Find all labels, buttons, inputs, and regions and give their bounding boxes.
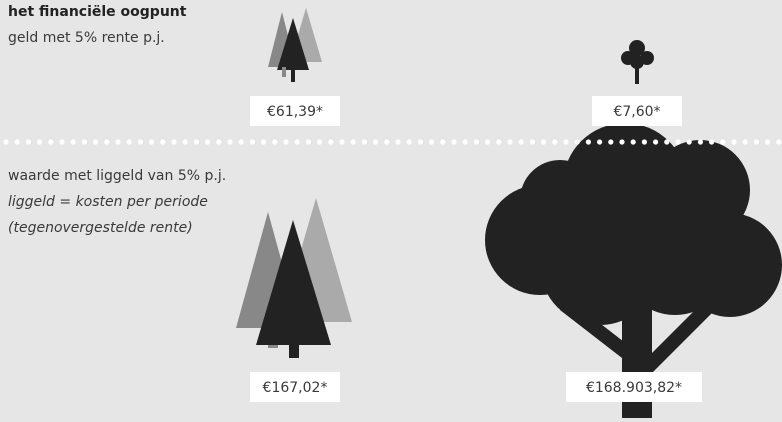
dot bbox=[731, 139, 736, 144]
page: het financiële oogpunt geld met 5% rente… bbox=[0, 0, 782, 418]
dot bbox=[15, 139, 20, 144]
dot bbox=[485, 139, 490, 144]
dot bbox=[239, 139, 244, 144]
value-text: €168.903,82* bbox=[586, 380, 682, 396]
dot bbox=[272, 139, 277, 144]
dot bbox=[597, 139, 602, 144]
dot bbox=[205, 139, 210, 144]
dot bbox=[373, 139, 378, 144]
dot bbox=[530, 139, 535, 144]
dot bbox=[575, 139, 580, 144]
dot bbox=[362, 139, 367, 144]
dot bbox=[216, 139, 221, 144]
bottom-note: (tegenovergestelde rente) bbox=[8, 220, 193, 236]
dot bbox=[608, 139, 613, 144]
dot bbox=[496, 139, 501, 144]
dot bbox=[675, 139, 680, 144]
value-label: €168.903,82* bbox=[566, 372, 702, 402]
value-text: €167,02* bbox=[263, 380, 328, 396]
value-label: €7,60* bbox=[592, 96, 682, 126]
dot bbox=[149, 139, 154, 144]
dot bbox=[283, 139, 288, 144]
dot bbox=[720, 139, 725, 144]
dot bbox=[328, 139, 333, 144]
dot bbox=[37, 139, 42, 144]
dot bbox=[317, 139, 322, 144]
dot bbox=[698, 139, 703, 144]
dot bbox=[631, 139, 636, 144]
dot bbox=[507, 139, 512, 144]
dot bbox=[127, 139, 132, 144]
value-label: €61,39* bbox=[250, 96, 340, 126]
dot bbox=[93, 139, 98, 144]
dot bbox=[395, 139, 400, 144]
dot bbox=[227, 139, 232, 144]
dot bbox=[474, 139, 479, 144]
dot bbox=[709, 139, 714, 144]
dot bbox=[451, 139, 456, 144]
top-subtitle: geld met 5% rente p.j. bbox=[8, 30, 165, 46]
dot bbox=[71, 139, 76, 144]
dot bbox=[619, 139, 624, 144]
dot bbox=[194, 139, 199, 144]
dot bbox=[339, 139, 344, 144]
dot bbox=[104, 139, 109, 144]
dot bbox=[26, 139, 31, 144]
dot bbox=[250, 139, 255, 144]
bottom-note: liggeld = kosten per periode bbox=[8, 194, 208, 210]
dot bbox=[418, 139, 423, 144]
dot bbox=[429, 139, 434, 144]
dot bbox=[653, 139, 658, 144]
dot bbox=[138, 139, 143, 144]
dot bbox=[563, 139, 568, 144]
dot bbox=[59, 139, 64, 144]
dot bbox=[261, 139, 266, 144]
dot bbox=[351, 139, 356, 144]
dot bbox=[407, 139, 412, 144]
dot bbox=[82, 139, 87, 144]
value-label: €167,02* bbox=[250, 372, 340, 402]
dot bbox=[115, 139, 120, 144]
dot bbox=[586, 139, 591, 144]
dot bbox=[384, 139, 389, 144]
dot bbox=[664, 139, 669, 144]
dot bbox=[306, 139, 311, 144]
dot bbox=[743, 139, 748, 144]
dot bbox=[776, 139, 781, 144]
dot bbox=[552, 139, 557, 144]
dot bbox=[48, 139, 53, 144]
dot bbox=[754, 139, 759, 144]
dot bbox=[3, 139, 8, 144]
dot bbox=[160, 139, 165, 144]
infographic: het financiële oogpunt geld met 5% rente… bbox=[0, 0, 782, 418]
top-title: het financiële oogpunt bbox=[8, 4, 187, 20]
bottom-title: waarde met liggeld van 5% p.j. bbox=[8, 168, 226, 184]
dot bbox=[171, 139, 176, 144]
dot bbox=[440, 139, 445, 144]
dot bbox=[642, 139, 647, 144]
value-text: €61,39* bbox=[267, 104, 323, 120]
value-text: €7,60* bbox=[613, 104, 660, 120]
dot bbox=[519, 139, 524, 144]
dot bbox=[295, 139, 300, 144]
dot bbox=[765, 139, 770, 144]
dot bbox=[687, 139, 692, 144]
dot bbox=[183, 139, 188, 144]
dot bbox=[463, 139, 468, 144]
dot bbox=[541, 139, 546, 144]
